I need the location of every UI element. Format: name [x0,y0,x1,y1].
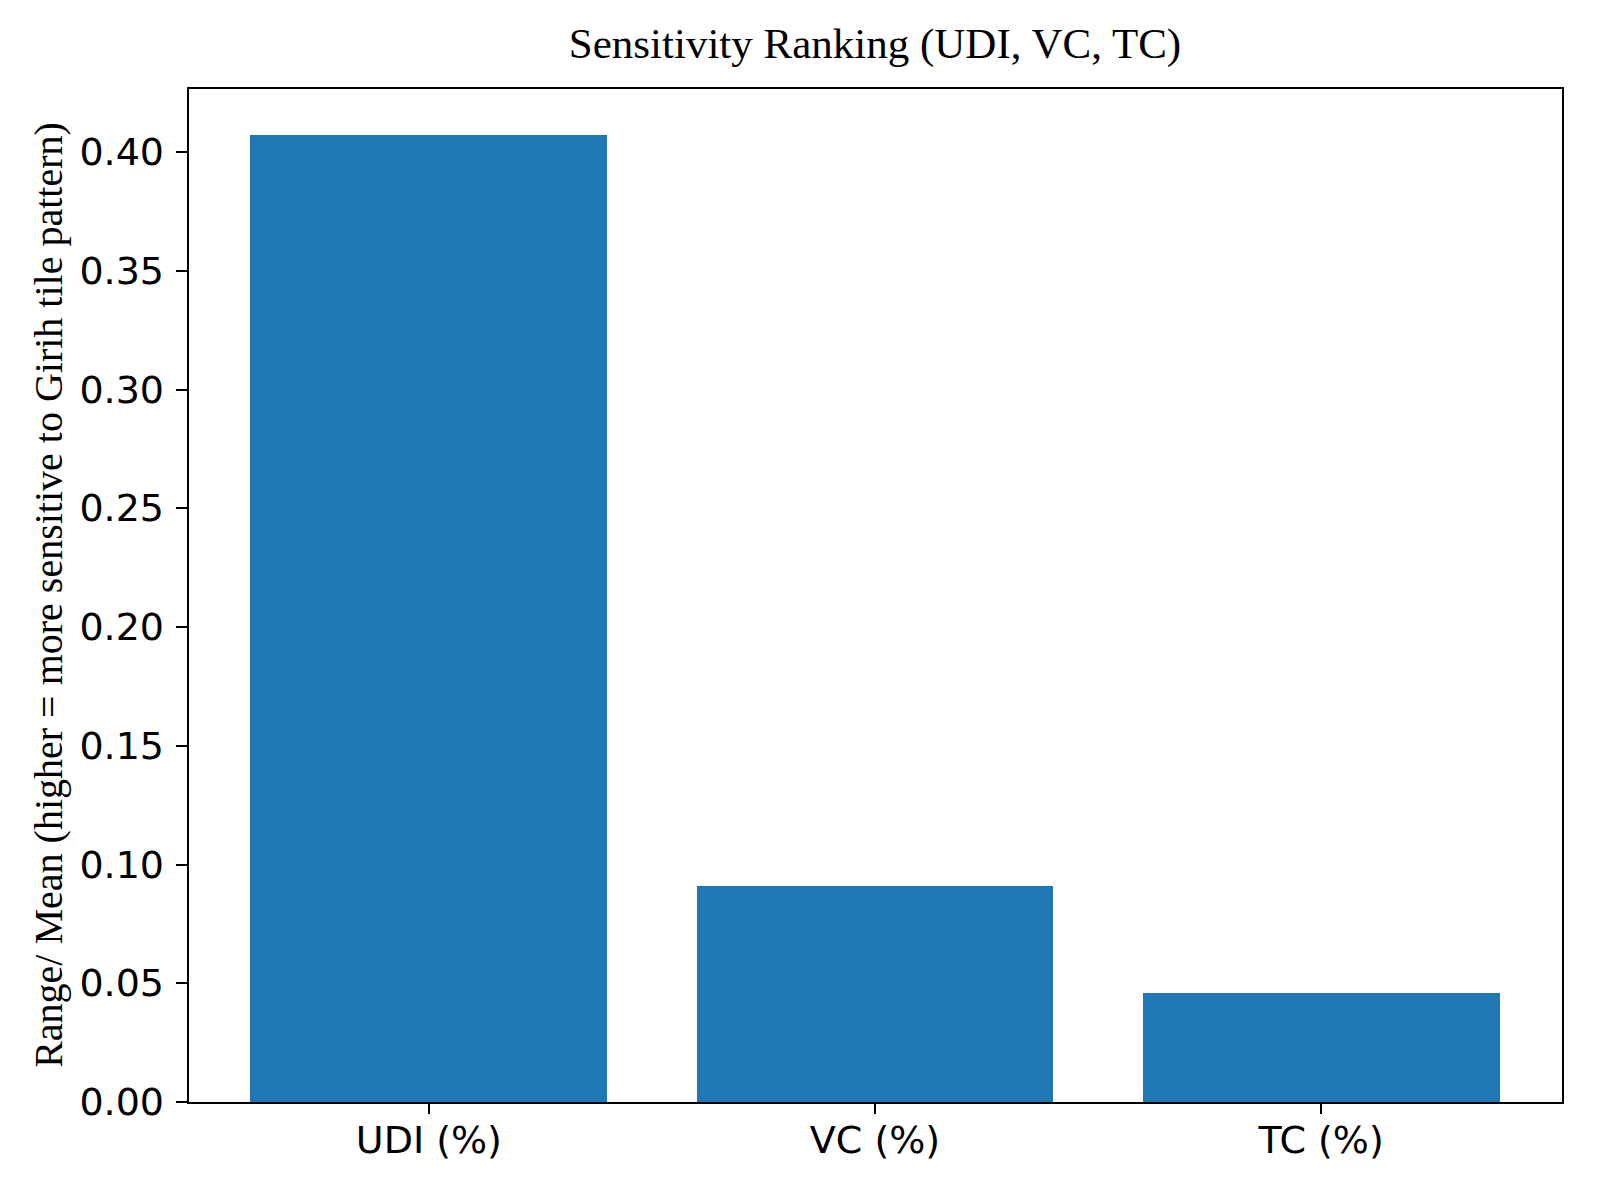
x-tick-mark [1320,1102,1322,1114]
y-tick-label: 0.20 [0,606,164,648]
bar-udi [250,135,607,1102]
bar-vc [697,886,1054,1102]
y-tick-label: 0.00 [0,1081,164,1123]
y-tick-label: 0.40 [0,131,164,173]
x-tick-label-tc: TC (%) [1071,1118,1571,1162]
y-tick-label: 0.35 [0,250,164,292]
y-tick-label: 0.15 [0,725,164,767]
y-tick-mark [176,151,188,153]
y-tick-mark [176,626,188,628]
x-tick-mark [428,1102,430,1114]
y-tick-label: 0.05 [0,962,164,1004]
y-tick-label: 0.30 [0,369,164,411]
y-tick-mark [176,389,188,391]
y-tick-label: 0.10 [0,844,164,886]
chart-title: Sensitivity Ranking (UDI, VC, TC) [188,18,1562,70]
chart-figure: Sensitivity Ranking (UDI, VC, TC) Range/… [0,0,1600,1200]
y-tick-mark [176,1101,188,1103]
x-tick-label-vc: VC (%) [625,1118,1125,1162]
bar-tc [1143,993,1500,1102]
y-tick-mark [176,864,188,866]
y-tick-mark [176,507,188,509]
y-tick-mark [176,745,188,747]
x-tick-label-udi: UDI (%) [179,1118,679,1162]
y-tick-mark [176,982,188,984]
y-tick-mark [176,270,188,272]
x-tick-mark [874,1102,876,1114]
y-tick-label: 0.25 [0,487,164,529]
